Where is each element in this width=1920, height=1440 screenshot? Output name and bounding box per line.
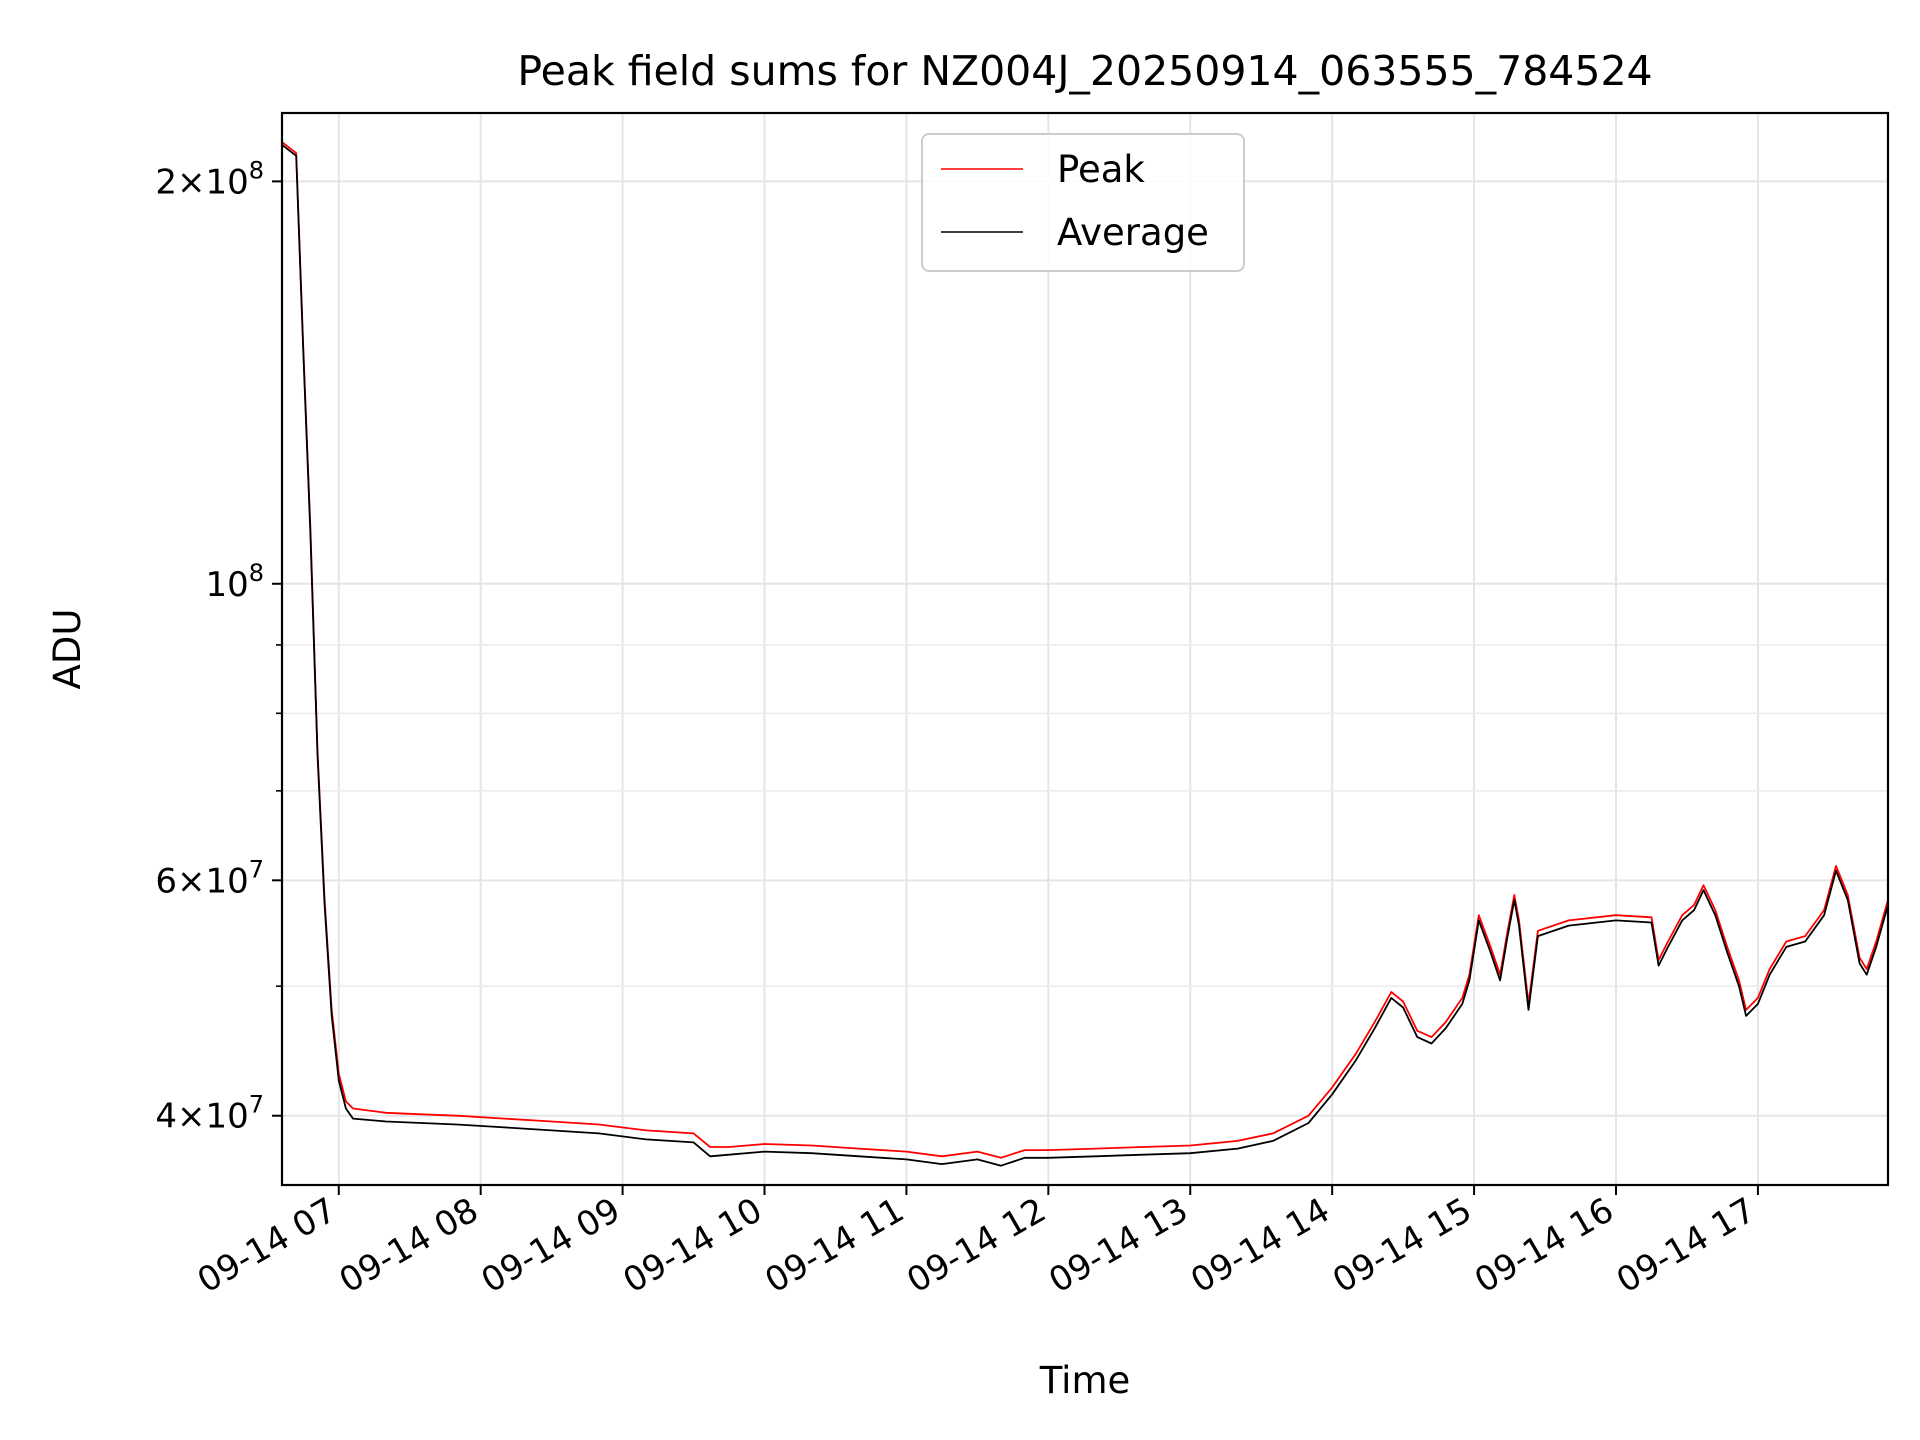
y-tick-label: 2×108 <box>155 156 264 202</box>
legend: Peak Average <box>921 133 1245 272</box>
y-tick-label: 4×107 <box>155 1091 264 1137</box>
series-line-average <box>282 144 1888 1167</box>
y-tick-label: 108 <box>205 559 264 605</box>
legend-label-peak: Peak <box>1057 148 1145 191</box>
plot-frame <box>280 111 1890 1187</box>
y-tick-label: 6×107 <box>155 855 264 901</box>
chart-title: Peak field sums for NZ004J_20250914_0635… <box>517 47 1652 95</box>
plot-series <box>282 141 1888 1167</box>
x-axis-label: Time <box>1039 1359 1131 1402</box>
y-axis-label: ADU <box>46 609 89 690</box>
y-axis-ticks: 4×107 6×107 108 2×108 <box>155 156 282 1137</box>
legend-label-average: Average <box>1057 211 1209 254</box>
